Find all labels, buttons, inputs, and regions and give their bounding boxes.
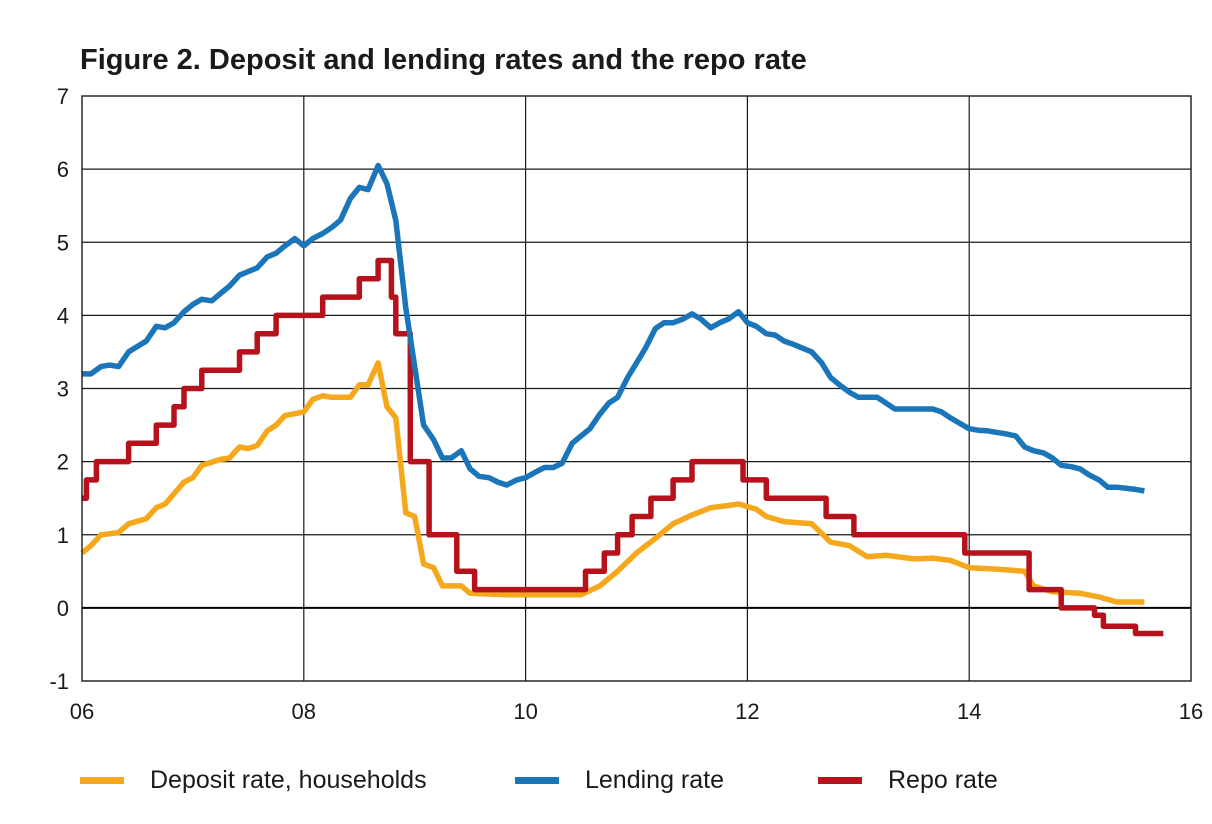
- x-axis-tick-labels: 06 08 10 12 14 16: [70, 699, 1203, 724]
- series-line-deposit-rate-households: [80, 360, 1145, 605]
- x-tick-label: 08: [292, 699, 316, 724]
- y-tick-label: 6: [57, 157, 69, 182]
- legend-swatch-lending-rate: [515, 777, 559, 784]
- y-tick-label: 3: [57, 377, 69, 402]
- legend-item-deposit-rate: Deposit rate, households: [80, 766, 427, 795]
- x-tick-label: 12: [735, 699, 759, 724]
- y-tick-label: -1: [49, 669, 69, 694]
- legend-swatch-deposit-rate: [80, 777, 124, 784]
- grid-lines: [82, 96, 1191, 681]
- legend-item-lending-rate: Lending rate: [515, 766, 724, 795]
- plot-border: [81, 95, 1192, 682]
- series-line-lending-rate: [82, 162, 1145, 494]
- legend-label-deposit-rate: Deposit rate, households: [150, 766, 427, 794]
- x-tick-label: 10: [513, 699, 537, 724]
- y-tick-label: 4: [57, 303, 69, 328]
- legend-item-repo-rate: Repo rate: [818, 766, 998, 795]
- series-line-repo-rate: [82, 257, 1164, 637]
- legend-swatch-repo-rate: [818, 777, 862, 784]
- series-lines: [80, 162, 1164, 637]
- legend: Deposit rate, households Lending rate Re…: [0, 766, 1212, 806]
- y-tick-label: 0: [57, 596, 69, 621]
- legend-label-repo-rate: Repo rate: [888, 766, 998, 794]
- chart-title: Figure 2. Deposit and lending rates and …: [80, 44, 807, 76]
- y-tick-label: 2: [57, 450, 69, 475]
- plot-frame: [81, 95, 1192, 682]
- legend-label-lending-rate: Lending rate: [585, 766, 725, 794]
- y-axis-tick-labels: -1 0 1 2 3 4 5 6 7: [49, 84, 69, 694]
- x-tick-label: 16: [1179, 699, 1203, 724]
- y-tick-label: 1: [57, 523, 69, 548]
- y-tick-label: 5: [57, 230, 69, 255]
- y-tick-label: 7: [57, 84, 69, 109]
- x-tick-label: 14: [957, 699, 981, 724]
- x-tick-label: 06: [70, 699, 94, 724]
